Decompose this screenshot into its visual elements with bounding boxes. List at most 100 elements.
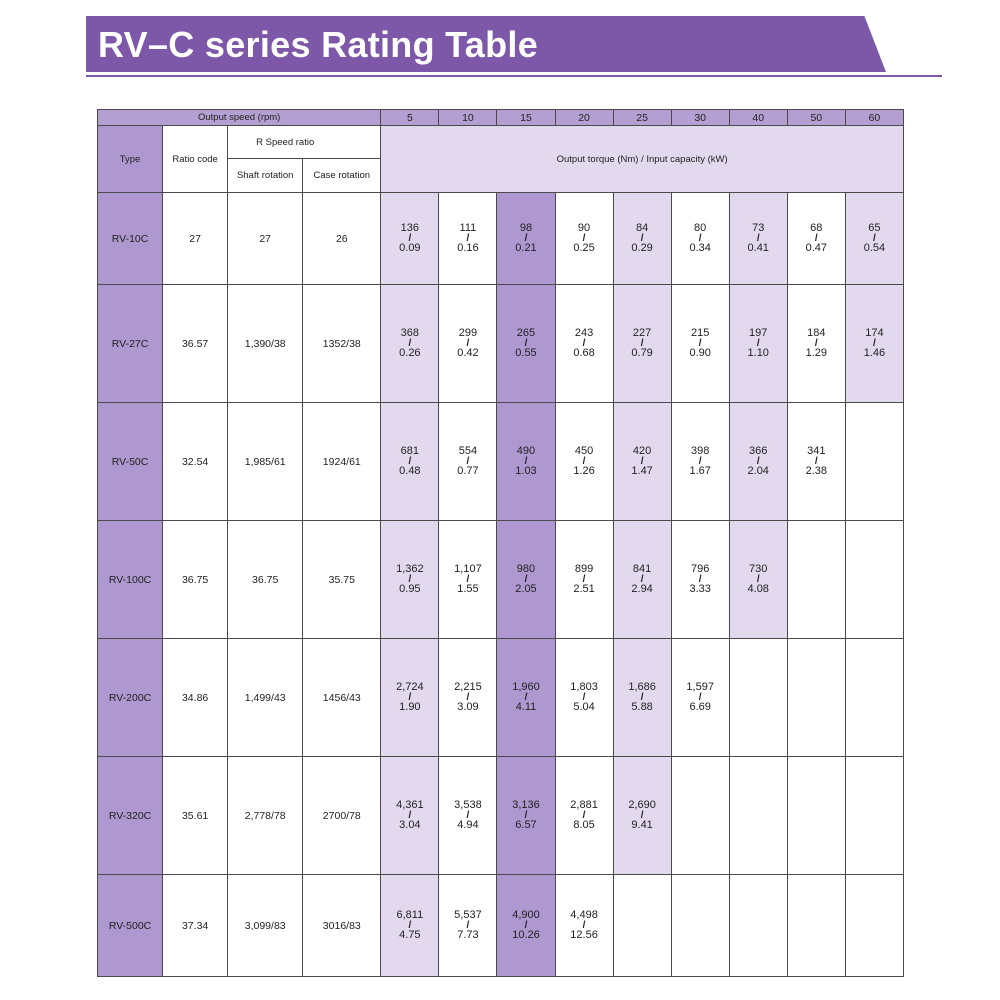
value-separator: /: [408, 810, 412, 821]
ratio-code-cell: 35.61: [162, 756, 229, 875]
capacity-value: 1.55: [457, 583, 479, 595]
case-rotation-cell: 1352/38: [302, 284, 382, 403]
table-row: RV-50C 32.54 1,985/61 1924/61 681/0.48 554/0.…: [96, 402, 905, 521]
empty-cell: [844, 756, 905, 875]
torque-capacity-cell: 6,811/4.75: [380, 874, 440, 977]
capacity-value: 0.95: [399, 583, 421, 595]
torque-value: 420: [632, 445, 652, 457]
torque-capacity-cell: 227/0.79: [612, 284, 672, 403]
value-separator: /: [466, 338, 470, 349]
torque-value: 681: [400, 445, 420, 457]
speed-ratio-header: R Speed ratio: [227, 125, 382, 159]
torque-value: 1,686: [628, 681, 656, 693]
table-row: RV-500C 37.34 3,099/83 3016/83 6,811/4.75 5,5…: [96, 874, 905, 977]
capacity-value: 0.29: [631, 242, 653, 254]
empty-cell: [786, 520, 846, 639]
torque-value: 227: [632, 327, 652, 339]
torque-value: 2,724: [396, 681, 424, 693]
capacity-value: 1.10: [747, 347, 769, 359]
sub-header-row: Shaft rotation Case rotation: [98, 158, 904, 193]
torque-value: 174: [865, 327, 884, 339]
torque-capacity-cell: 1,107/1.55: [438, 520, 498, 639]
value-separator: /: [756, 338, 760, 349]
torque-capacity-cell: 4,361/3.04: [380, 756, 440, 875]
table-row: RV-100C 36.75 36.75 35.75 1,362/0.95 1,107/1.…: [96, 520, 905, 639]
capacity-value: 7.73: [457, 929, 479, 941]
value-separator: /: [524, 692, 528, 703]
torque-capacity-cell: 98/0.21: [496, 192, 556, 285]
torque-capacity-cell: 184/1.29: [786, 284, 846, 403]
torque-capacity-cell: 215/0.90: [670, 284, 730, 403]
capacity-value: 0.55: [515, 347, 537, 359]
torque-value: 4,900: [512, 909, 540, 921]
value-separator: /: [524, 574, 528, 585]
capacity-value: 8.05: [573, 819, 595, 831]
torque-value: 450: [574, 445, 594, 457]
torque-capacity-cell: 980/2.05: [496, 520, 556, 639]
ratio-code-cell: 36.75: [162, 520, 229, 639]
value-separator: /: [582, 574, 586, 585]
torque-value: 899: [574, 563, 594, 575]
speed-header-30: 30: [670, 109, 730, 126]
capacity-value: 0.54: [863, 242, 886, 254]
capacity-value: 6.69: [689, 701, 711, 713]
capacity-value: 1.90: [399, 701, 421, 713]
torque-capacity-cell: 3,538/4.94: [438, 756, 498, 875]
torque-value: 265: [516, 327, 536, 339]
empty-cell: [786, 874, 846, 977]
capacity-value: 0.90: [689, 347, 711, 359]
speed-header-10: 10: [438, 109, 498, 126]
torque-value: 73: [752, 222, 765, 234]
empty-cell: [786, 638, 846, 757]
table-row: RV-200C 34.86 1,499/43 1456/43 2,724/1.90 2,2…: [96, 638, 905, 757]
speed-header-15: 15: [496, 109, 556, 126]
torque-capacity-cell: 1,960/4.11: [496, 638, 556, 757]
speed-header-25: 25: [612, 109, 672, 126]
value-separator: /: [524, 233, 528, 244]
case-rotation-cell: 35.75: [302, 520, 382, 639]
torque-capacity-cell: 899/2.51: [554, 520, 614, 639]
torque-capacity-cell: 80/0.34: [670, 192, 730, 285]
capacity-value: 0.47: [805, 242, 827, 254]
value-separator: /: [408, 456, 412, 467]
torque-capacity-cell: 299/0.42: [438, 284, 498, 403]
capacity-value: 0.16: [457, 242, 479, 254]
capacity-value: 0.34: [689, 242, 711, 254]
capacity-value: 0.21: [515, 242, 537, 254]
torque-value: 1,803: [570, 681, 598, 693]
value-separator: /: [756, 574, 760, 585]
ratio-code-cell: 37.34: [162, 874, 229, 977]
torque-capacity-cell: 68/0.47: [786, 192, 846, 285]
capacity-value: 1.03: [515, 465, 537, 477]
value-separator: /: [408, 574, 412, 585]
torque-capacity-cell: 366/2.04: [728, 402, 788, 521]
torque-capacity-cell: 136/0.09: [380, 192, 440, 285]
empty-cell: [844, 520, 905, 639]
capacity-value: 2.51: [573, 583, 595, 595]
shaft-rotation-cell: 27: [227, 192, 304, 285]
capacity-value: 3.09: [457, 701, 479, 713]
torque-value: 554: [458, 445, 478, 457]
torque-value: 90: [577, 222, 591, 234]
torque-value: 796: [690, 563, 710, 575]
torque-capacity-cell: 554/0.77: [438, 402, 498, 521]
torque-value: 3,538: [454, 799, 482, 811]
value-separator: /: [640, 233, 644, 244]
torque-value: 341: [807, 445, 826, 457]
value-separator: /: [698, 233, 702, 244]
value-separator: /: [466, 810, 470, 821]
speed-header-5: 5: [380, 109, 440, 126]
value-separator: /: [408, 692, 412, 703]
torque-value: 6,811: [396, 909, 424, 921]
shaft-rotation-cell: 3,099/83: [227, 874, 304, 977]
torque-value: 4,498: [570, 909, 598, 921]
speed-header-60: 60: [844, 109, 905, 126]
shaft-rotation-cell: 1,390/38: [227, 284, 304, 403]
table-row: RV-320C 35.61 2,778/78 2700/78 4,361/3.04 3,5…: [96, 756, 905, 875]
value-separator: /: [640, 338, 644, 349]
value-separator: /: [524, 456, 528, 467]
capacity-value: 4.11: [515, 701, 537, 713]
torque-capacity-cell: 341/2.38: [786, 402, 846, 521]
torque-value: 215: [690, 327, 710, 339]
torque-value: 243: [574, 327, 594, 339]
